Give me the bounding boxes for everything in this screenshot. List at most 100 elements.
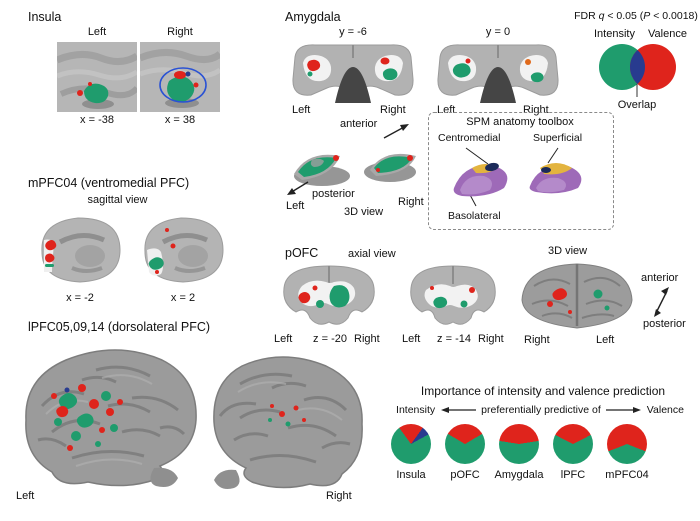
pofc-3d-right-label: Right bbox=[524, 334, 550, 346]
intensity-pole-label: Intensity bbox=[396, 404, 436, 416]
mpfc-left-slice-image bbox=[41, 217, 121, 283]
amygdala-pie bbox=[499, 424, 539, 464]
valence-cluster bbox=[51, 384, 123, 451]
mixed-cluster bbox=[525, 59, 531, 65]
insula-left-label: Left bbox=[87, 26, 107, 38]
amygdala-title: Amygdala bbox=[285, 10, 341, 24]
lpfc-right-brain-image bbox=[213, 356, 363, 489]
intensity-cluster bbox=[84, 83, 109, 104]
lpfc-left-brain-image bbox=[25, 349, 197, 487]
pie-cell-lpfc: lPFC bbox=[546, 424, 600, 481]
pofc-slice1-image bbox=[283, 265, 375, 325]
insula-left-slice-image bbox=[57, 42, 137, 112]
intensity-cluster bbox=[452, 63, 471, 78]
pofc-view-label: axial view bbox=[348, 248, 396, 260]
intensity-cluster bbox=[45, 264, 54, 267]
valence-cluster bbox=[174, 71, 186, 79]
anterior-posterior-arrow bbox=[654, 287, 669, 317]
valence-cluster bbox=[170, 243, 176, 249]
pofc-slice2-left: Left bbox=[402, 333, 421, 345]
gyri-texture bbox=[218, 372, 351, 464]
amygdala-coord2: y = 0 bbox=[485, 26, 511, 38]
pie-cell-mpfc04: mPFC04 bbox=[600, 424, 654, 481]
mpfc-title: mPFC04 (ventromedial PFC) bbox=[28, 176, 190, 190]
insula-right-label: Right bbox=[167, 26, 193, 38]
amygdala-pie-label: Amygdala bbox=[494, 469, 544, 481]
amygdala-3d-image bbox=[287, 124, 416, 195]
overlap-region bbox=[630, 44, 645, 90]
lpfc-left-label: Left bbox=[16, 490, 35, 502]
amygdala-coord1: y = -6 bbox=[339, 26, 367, 38]
lpfc-title: lPFC05,09,14 (dorsolateral PFC) bbox=[28, 320, 211, 334]
lpfc-pie-label: lPFC bbox=[560, 469, 586, 481]
lpfc-right-label: Right bbox=[326, 490, 352, 502]
valence-cluster bbox=[307, 59, 321, 72]
amygdala-slice2-left: Left bbox=[437, 104, 456, 116]
mpfc-right-slice-image bbox=[144, 217, 224, 283]
mpfc-view-label: sagittal view bbox=[87, 194, 148, 206]
mpfc04-pie bbox=[607, 424, 647, 464]
pofc-3d-left-label: Left bbox=[596, 334, 615, 346]
valence-cluster bbox=[298, 292, 311, 304]
intensity-cluster bbox=[593, 289, 603, 299]
insula-title: Insula bbox=[28, 10, 62, 24]
amygdala-3d-right-label: Right bbox=[398, 196, 424, 208]
pofc-slice2-image bbox=[410, 265, 496, 325]
valence-cluster bbox=[77, 90, 83, 96]
intensity-cluster bbox=[148, 257, 164, 270]
valence-pole-label: Valence bbox=[646, 404, 684, 416]
amygdala-slice1-image bbox=[292, 44, 414, 103]
pofc-3d-view-label: 3D view bbox=[548, 245, 588, 257]
venn-overlap-label: Overlap bbox=[617, 99, 657, 111]
importance-axis-caption-row: Intensity preferentially predictive of V… bbox=[385, 404, 695, 416]
pofc-slice2-coord: z = -14 bbox=[437, 333, 471, 345]
insula-right-slice-image bbox=[140, 42, 220, 112]
fdr-threshold-label: FDR q < 0.05 (P < 0.0018) bbox=[574, 10, 698, 22]
spm-amygdala-subnuclei-image bbox=[453, 147, 582, 207]
pofc-pie-label: pOFC bbox=[450, 469, 480, 481]
pofc-anterior-label: anterior bbox=[641, 272, 679, 284]
spm-toolbox-title: SPM anatomy toolbox bbox=[466, 116, 574, 128]
axis-caption: preferentially predictive of bbox=[481, 404, 601, 416]
valence-cluster bbox=[45, 240, 57, 251]
pofc-slice1-right: Right bbox=[354, 333, 380, 345]
spm-superficial-label: Superficial bbox=[533, 132, 583, 144]
amygdala-slice2-right: Right bbox=[523, 104, 549, 116]
spm-toolbox-box bbox=[428, 112, 614, 230]
intensity-cluster bbox=[167, 76, 195, 103]
valence-cluster bbox=[333, 155, 339, 161]
overlap-cluster bbox=[64, 387, 70, 393]
insula-right-coord: x = 38 bbox=[164, 114, 196, 126]
amygdala-3d-view-label: 3D view bbox=[344, 206, 384, 218]
roi-outline bbox=[159, 67, 207, 103]
pie-cell-amygdala: Amygdala bbox=[492, 424, 546, 481]
intensity-cluster bbox=[54, 391, 118, 447]
intensity-cluster bbox=[329, 285, 350, 308]
amygdala-slice1-left: Left bbox=[292, 104, 311, 116]
venn-valence-label: Valence bbox=[648, 28, 687, 40]
valence-cluster bbox=[270, 404, 306, 422]
amygdala-posterior-label: posterior bbox=[312, 188, 355, 200]
venn-intensity-label: Intensity bbox=[594, 28, 635, 40]
pie-cell-pofc: pOFC bbox=[438, 424, 492, 481]
lpfc-pie bbox=[553, 424, 593, 464]
importance-title: Importance of intensity and valence pred… bbox=[420, 384, 666, 398]
amygdala-slice2-image bbox=[437, 44, 559, 103]
intensity-cluster bbox=[268, 418, 291, 427]
pofc-pie bbox=[445, 424, 485, 464]
centromedial-region bbox=[485, 162, 499, 172]
valence-cluster bbox=[469, 287, 475, 293]
pofc-3d-image bbox=[521, 263, 633, 329]
pie-chart-row: Insula pOFC Amygdala lPFC mPFC04 bbox=[384, 424, 654, 481]
overlap-cluster bbox=[185, 71, 191, 77]
spm-basolateral-label: Basolateral bbox=[448, 210, 501, 222]
amygdala-anterior-label: anterior bbox=[340, 118, 378, 130]
pofc-slice1-coord: z = -20 bbox=[313, 333, 347, 345]
mpfc-left-coord: x = -2 bbox=[66, 292, 94, 304]
pofc-slice2-right: Right bbox=[478, 333, 504, 345]
venn-diagram bbox=[599, 44, 676, 97]
pofc-title: pOFC bbox=[285, 246, 319, 260]
pie-cell-insula: Insula bbox=[384, 424, 438, 481]
pofc-slice1-left: Left bbox=[274, 333, 293, 345]
